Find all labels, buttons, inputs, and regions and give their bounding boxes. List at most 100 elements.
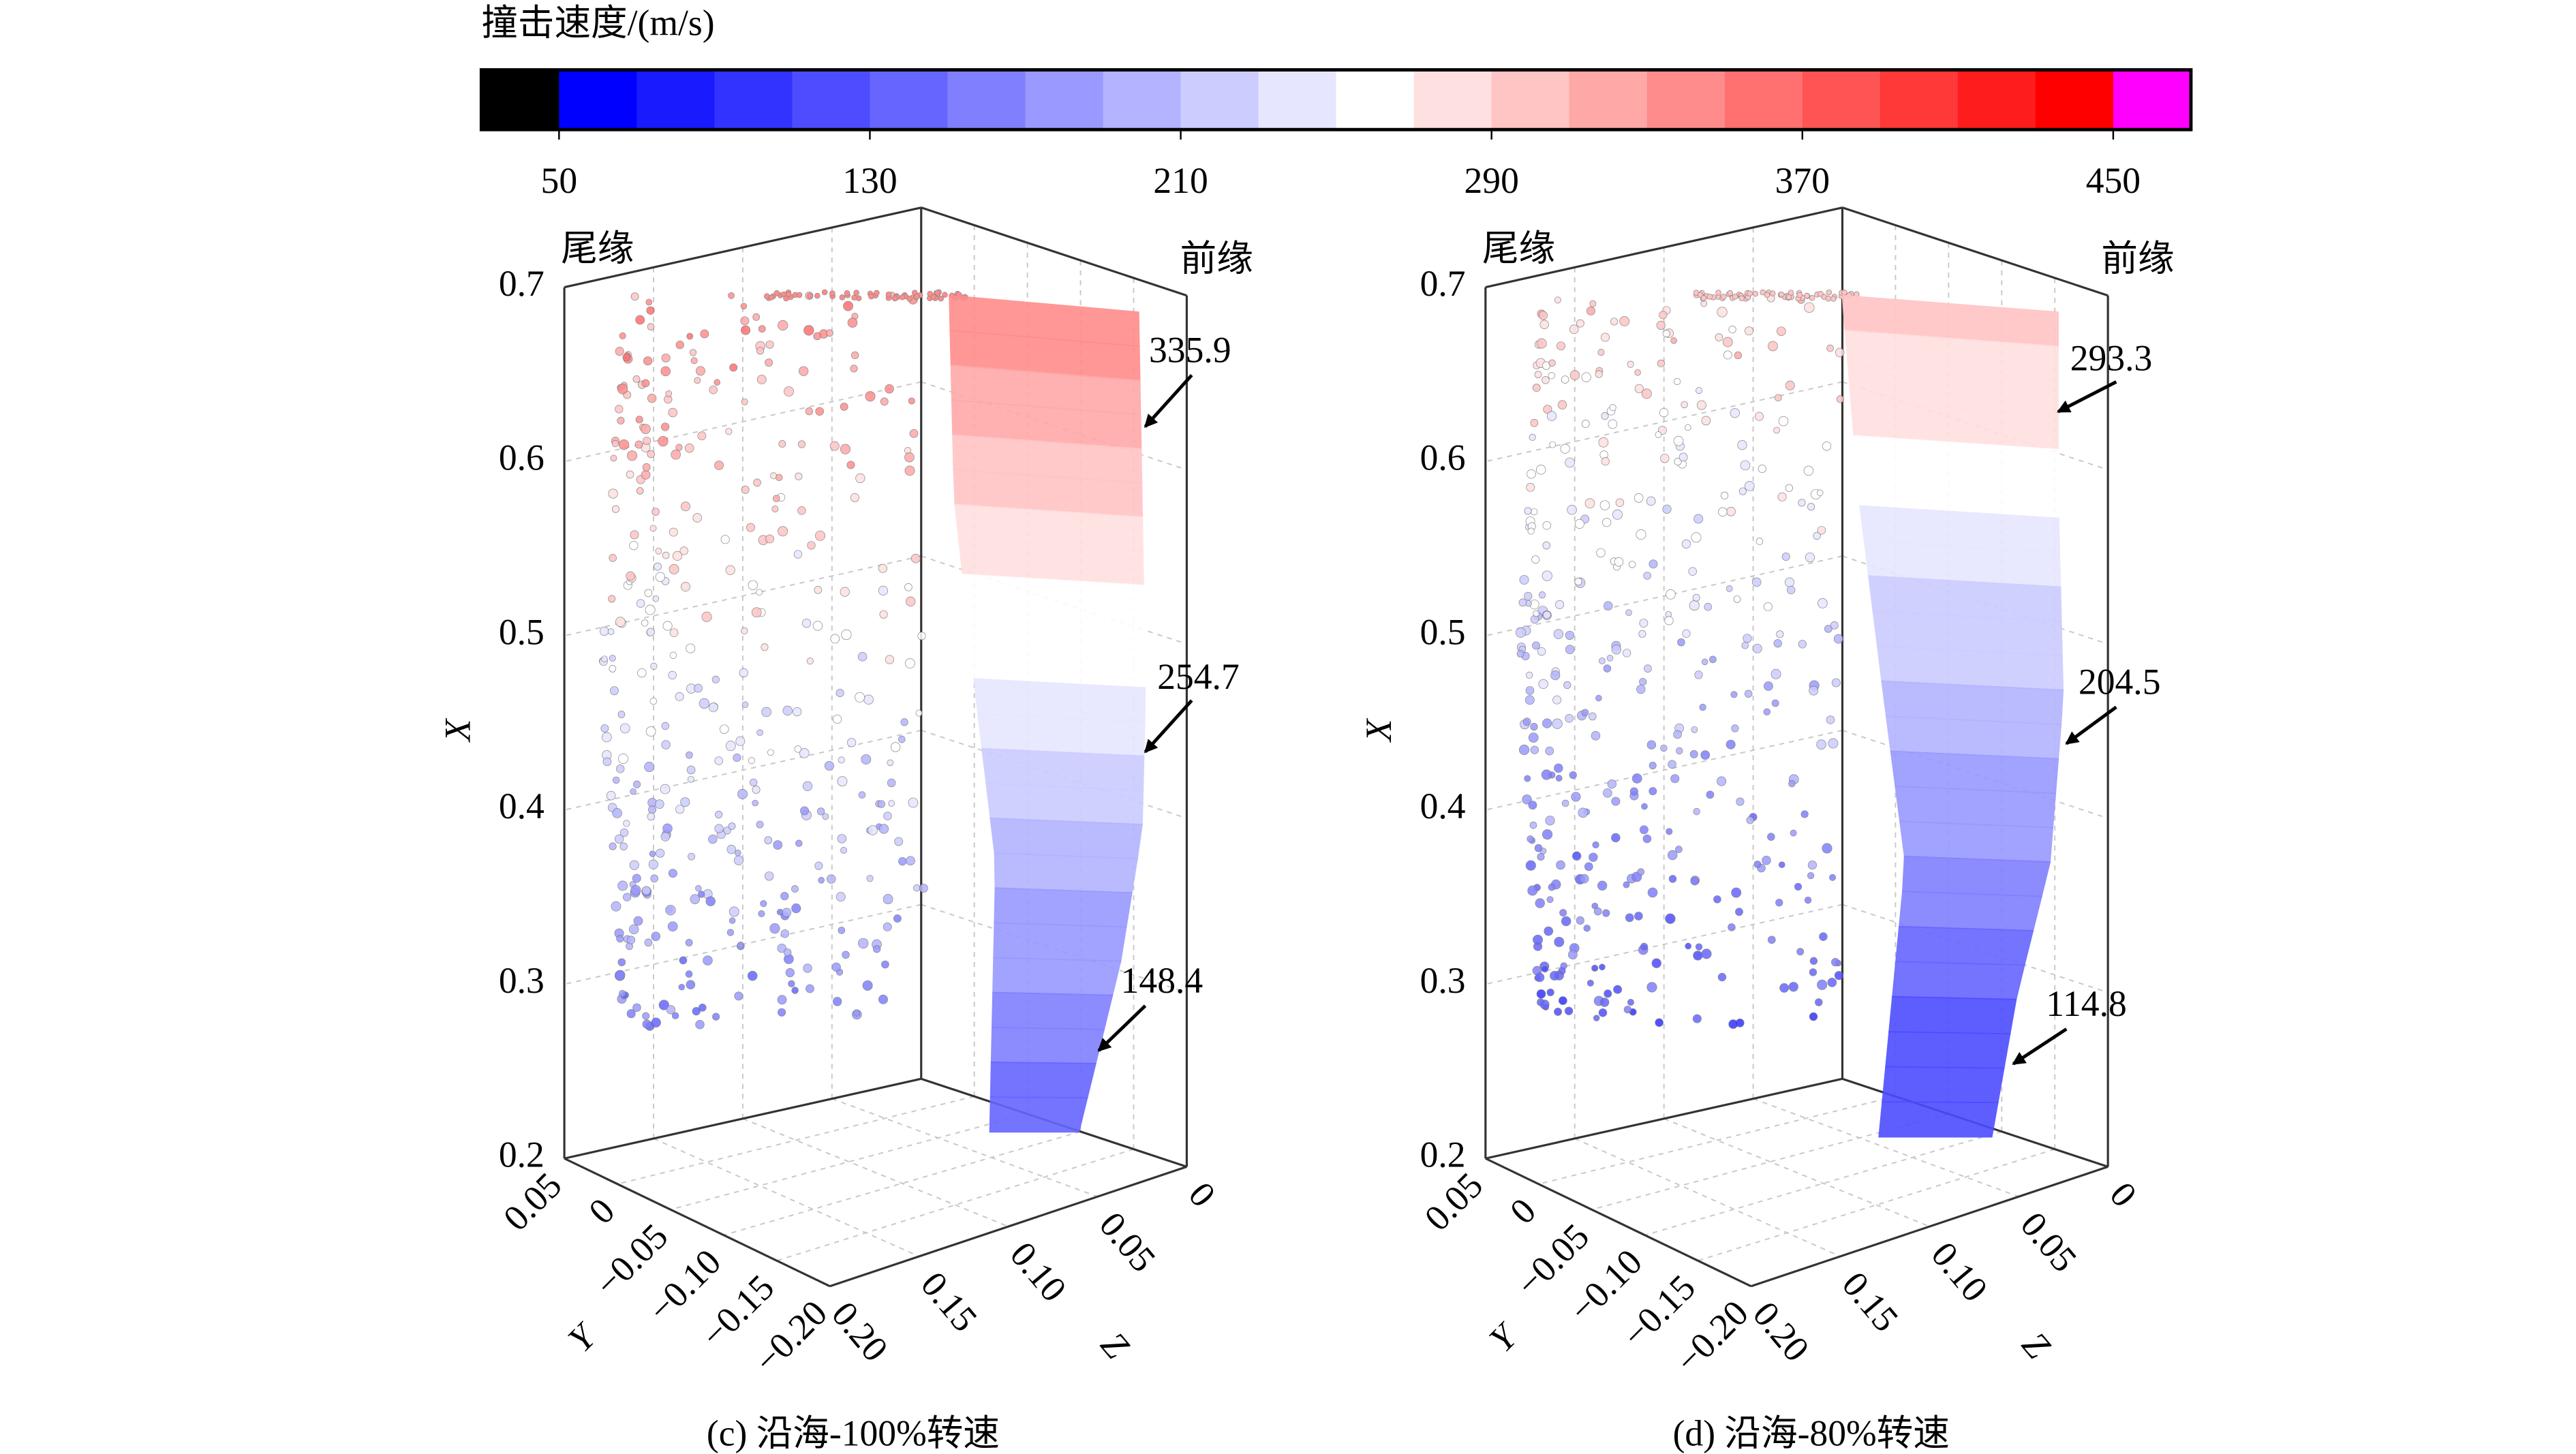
particle (1581, 709, 1589, 717)
particle (1639, 678, 1647, 686)
particle (1785, 380, 1795, 390)
particle (1527, 835, 1534, 843)
particle (671, 1012, 679, 1019)
particle (601, 732, 612, 743)
particle (1553, 629, 1564, 639)
grid-line (1663, 1117, 1930, 1228)
annotation: 114.8 (2046, 983, 2127, 1024)
particle (685, 939, 693, 946)
particle (651, 1017, 661, 1027)
particle (1734, 351, 1742, 360)
particle (858, 791, 866, 799)
particle (705, 896, 716, 907)
particle (629, 541, 639, 551)
particle (611, 901, 622, 912)
particle (1696, 400, 1706, 410)
particle (752, 313, 761, 321)
particle (1819, 932, 1828, 941)
particle (632, 375, 641, 383)
particle (675, 805, 685, 814)
grid-line (670, 1113, 1028, 1211)
particle (909, 429, 919, 438)
particle (741, 485, 750, 494)
particle (1745, 326, 1753, 336)
particle (1606, 655, 1614, 662)
colorbar-segment (1180, 69, 1259, 130)
particle (1557, 341, 1566, 351)
particle (1770, 668, 1781, 679)
grid-line (1574, 1138, 1841, 1257)
z-tick-label: 0.10 (1002, 1234, 1075, 1309)
particle (794, 745, 802, 753)
particle (906, 596, 916, 606)
particle (1836, 395, 1845, 403)
particle (690, 894, 701, 904)
particle (1548, 883, 1556, 891)
particle (678, 983, 686, 991)
particle (1539, 320, 1549, 329)
particle (1804, 302, 1815, 313)
particle (865, 391, 876, 402)
particle (795, 472, 803, 480)
particle (662, 551, 670, 559)
particle (1809, 685, 1819, 696)
particle (1688, 567, 1697, 576)
blade-surface-band (985, 782, 1144, 826)
particle (1732, 294, 1738, 300)
particle (858, 938, 869, 949)
particle (797, 440, 806, 448)
particle (700, 329, 709, 339)
particle (1730, 691, 1738, 698)
particle (822, 813, 829, 820)
particle (1560, 444, 1570, 454)
particle (760, 900, 767, 908)
particle (608, 595, 616, 603)
particle (687, 775, 694, 783)
particle (626, 450, 638, 461)
particle (1548, 359, 1556, 367)
colorbar-segment (1025, 69, 1104, 130)
particle (778, 439, 786, 448)
annotation: 293.3 (2070, 337, 2153, 378)
particle (1604, 601, 1613, 610)
particle (1728, 923, 1736, 931)
particle (1835, 347, 1845, 358)
particle (660, 366, 671, 377)
particle (632, 1003, 641, 1012)
particle (1685, 424, 1691, 431)
particle (1813, 531, 1821, 540)
particle (1644, 664, 1652, 673)
particle (1731, 724, 1739, 732)
particle (798, 366, 809, 376)
particle (619, 332, 626, 339)
particle (1706, 790, 1715, 799)
particle (733, 855, 744, 865)
particle (1778, 416, 1789, 427)
particle (1682, 629, 1691, 638)
x-tick-label: 0.6 (1420, 437, 1466, 478)
particle (1565, 645, 1575, 654)
particle (904, 465, 915, 476)
particle (1758, 464, 1766, 474)
particle (851, 351, 859, 360)
particle (1723, 350, 1732, 360)
particle (612, 808, 622, 818)
particle (1691, 726, 1698, 733)
particle (610, 454, 617, 462)
particle (630, 788, 637, 795)
particle (1817, 526, 1826, 535)
particle (1646, 496, 1656, 506)
particle (1701, 416, 1711, 426)
particle (1717, 307, 1728, 318)
particle (893, 914, 902, 923)
particle (1581, 420, 1590, 429)
particle (609, 842, 617, 850)
x-tick-label: 0.3 (1420, 960, 1466, 1001)
particle (1809, 957, 1818, 965)
particle (712, 1012, 720, 1021)
particle (632, 873, 641, 883)
particle (606, 790, 616, 801)
particle (684, 443, 694, 453)
x-axis-label: X (437, 717, 478, 743)
particle (1760, 289, 1766, 296)
